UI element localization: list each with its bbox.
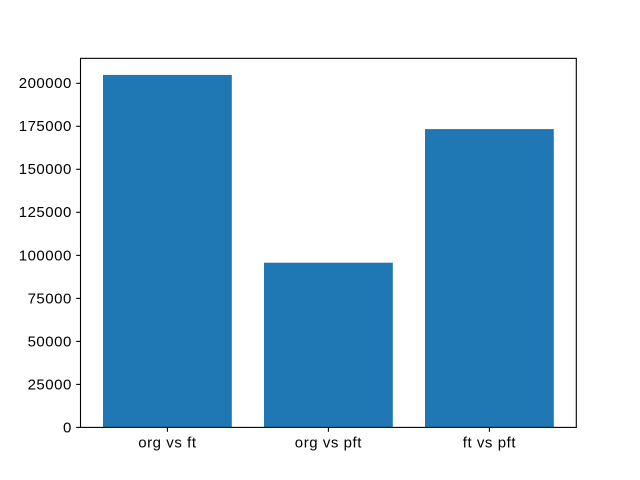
- svg-text:0: 0: [63, 419, 72, 436]
- svg-text:125000: 125000: [19, 204, 72, 221]
- svg-text:100000: 100000: [19, 247, 72, 264]
- svg-text:ft vs pft: ft vs pft: [463, 435, 517, 452]
- svg-text:25000: 25000: [28, 376, 72, 393]
- svg-text:org vs ft: org vs ft: [138, 435, 197, 452]
- svg-text:org vs pft: org vs pft: [295, 435, 362, 452]
- svg-text:200000: 200000: [19, 75, 72, 92]
- svg-text:75000: 75000: [28, 290, 72, 307]
- svg-text:50000: 50000: [28, 333, 72, 350]
- svg-text:175000: 175000: [19, 118, 72, 135]
- svg-text:150000: 150000: [19, 161, 72, 178]
